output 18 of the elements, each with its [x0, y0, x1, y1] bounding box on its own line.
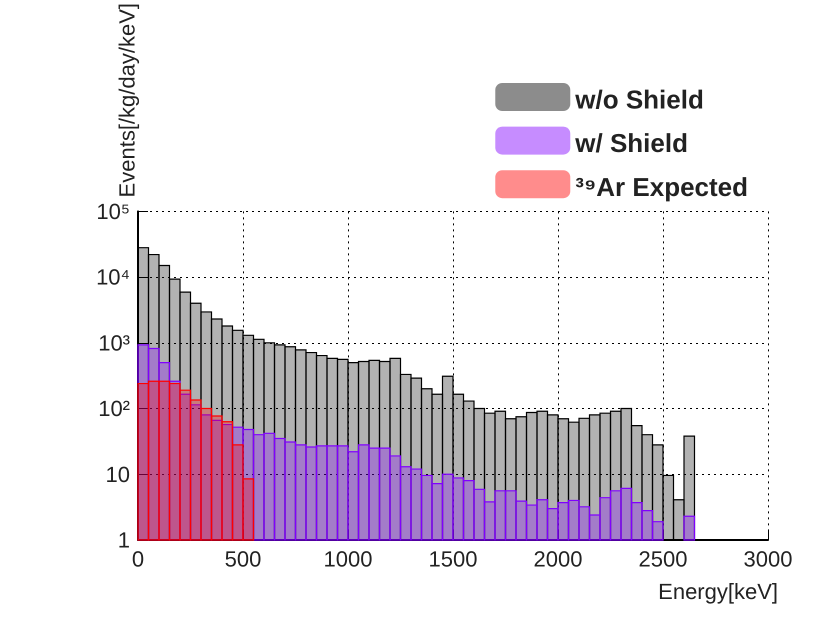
x-tick-label: 2000	[534, 546, 582, 572]
legend-label: w/o Shield	[574, 84, 704, 115]
y-axis-title: Events[/kg/day/keV]	[114, 3, 140, 198]
x-axis-title: Energy[keV]	[658, 578, 778, 604]
y-tick-label: 10²	[98, 396, 130, 422]
y-tick-label: 10⁴	[96, 264, 130, 290]
x-tick-label: 500	[224, 546, 262, 572]
y-tick-label: 10⁵	[96, 198, 130, 224]
y-tick-label: 1	[118, 528, 130, 552]
legend-label: ³⁹Ar Expected	[575, 172, 748, 202]
x-tick-label: 0	[132, 546, 144, 572]
legend-label: w/ Shield	[574, 128, 688, 158]
y-tick-label: 10	[106, 462, 130, 487]
y-tick-label: 10³	[98, 330, 130, 356]
x-tick-label: 3000	[744, 546, 792, 572]
x-tick-label: 2500	[638, 546, 688, 572]
x-tick-label: 1500	[428, 546, 478, 572]
x-tick-label: 1000	[324, 546, 372, 572]
